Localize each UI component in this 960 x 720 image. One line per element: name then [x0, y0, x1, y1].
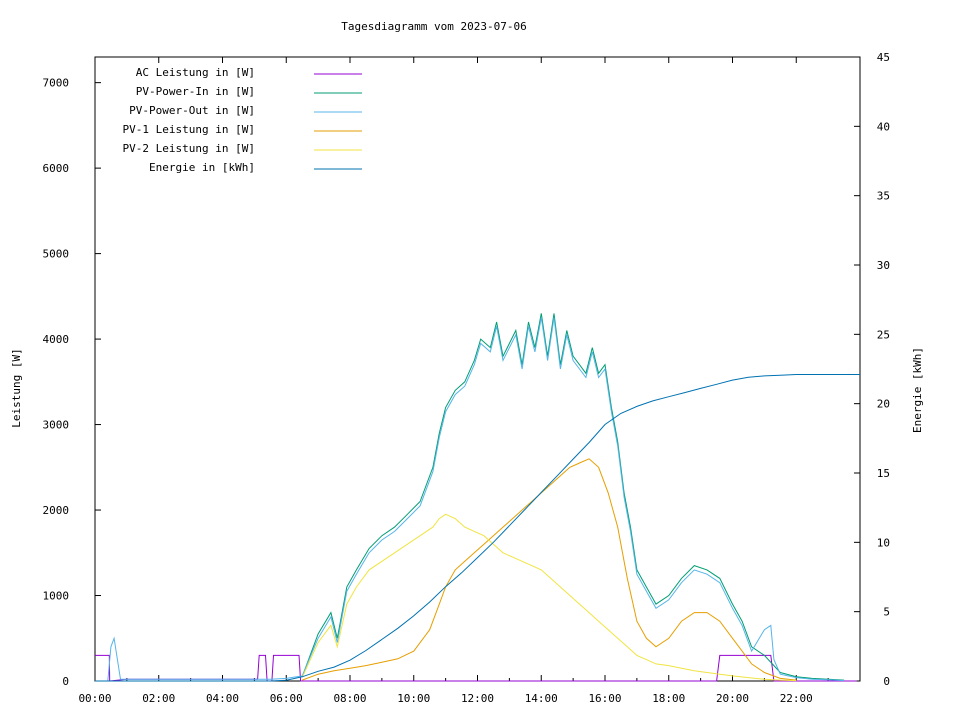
- legend-label: PV-Power-Out in [W]: [129, 104, 255, 117]
- y-tick-label: 3000: [43, 419, 70, 432]
- x-tick-label: 10:00: [397, 692, 430, 705]
- legend: AC Leistung in [W] PV-Power-In in [W] PV-P…: [123, 66, 362, 174]
- x-tick-label: 16:00: [588, 692, 621, 705]
- y2-tick-label: 5: [883, 606, 890, 619]
- x-tick-label: 14:00: [525, 692, 558, 705]
- y2-tick-label: 0: [883, 675, 890, 688]
- y-tick-label: 5000: [43, 248, 70, 261]
- legend-label: PV-Power-In in [W]: [136, 85, 255, 98]
- y2-tick-label: 30: [877, 259, 890, 272]
- legend-label: Energie in [kWh]: [149, 161, 255, 174]
- y-tick-label: 6000: [43, 162, 70, 175]
- y2-tick-label: 10: [877, 536, 890, 549]
- y2-tick-label: 45: [877, 51, 890, 64]
- y-axis-left: 0 1000 2000 3000 4000 5000 6000 7000: [43, 77, 101, 688]
- y2-tick-label: 35: [877, 190, 890, 203]
- x-tick-label: 22:00: [780, 692, 813, 705]
- x-axis: 00:00 02:00 04:00 06:00 08:00 10:00 12:00 14:00…: [78, 57, 829, 705]
- chart-title: Tagesdiagramm vom 2023-07-06: [341, 20, 526, 33]
- series-line-6: [95, 374, 860, 682]
- x-tick-label: 00:00: [78, 692, 111, 705]
- x-tick-label: 02:00: [142, 692, 175, 705]
- y2-tick-label: 40: [877, 120, 890, 133]
- y2-tick-label: 25: [877, 328, 890, 341]
- series-line-5: [301, 513, 797, 682]
- y-axis-right: 0 5 10 15 20 25 30 35 40 45: [854, 51, 890, 688]
- series-line-4: [302, 458, 797, 681]
- series-lines: [95, 313, 860, 682]
- y-tick-label: 0: [62, 675, 69, 688]
- y2-tick-label: 15: [877, 467, 890, 480]
- y-tick-label: 1000: [43, 590, 70, 603]
- x-tick-label: 20:00: [716, 692, 749, 705]
- legend-label: AC Leistung in [W]: [136, 66, 255, 79]
- legend-label: PV-2 Leistung in [W]: [123, 142, 255, 155]
- y-axis-label: Leistung [W]: [10, 348, 23, 427]
- y-tick-label: 7000: [43, 77, 70, 90]
- x-tick-label: 04:00: [206, 692, 239, 705]
- x-tick-label: 12:00: [461, 692, 494, 705]
- x-tick-label: 18:00: [652, 692, 685, 705]
- y-tick-label: 4000: [43, 333, 70, 346]
- x-tick-label: 06:00: [270, 692, 303, 705]
- series-line-3: [95, 317, 845, 682]
- x-tick-label: 08:00: [333, 692, 366, 705]
- series-line-2: [301, 313, 845, 681]
- legend-label: PV-1 Leistung in [W]: [123, 123, 255, 136]
- y-tick-label: 2000: [43, 504, 70, 517]
- y2-tick-label: 20: [877, 398, 890, 411]
- y2-axis-label: Energie [kWh]: [911, 347, 924, 433]
